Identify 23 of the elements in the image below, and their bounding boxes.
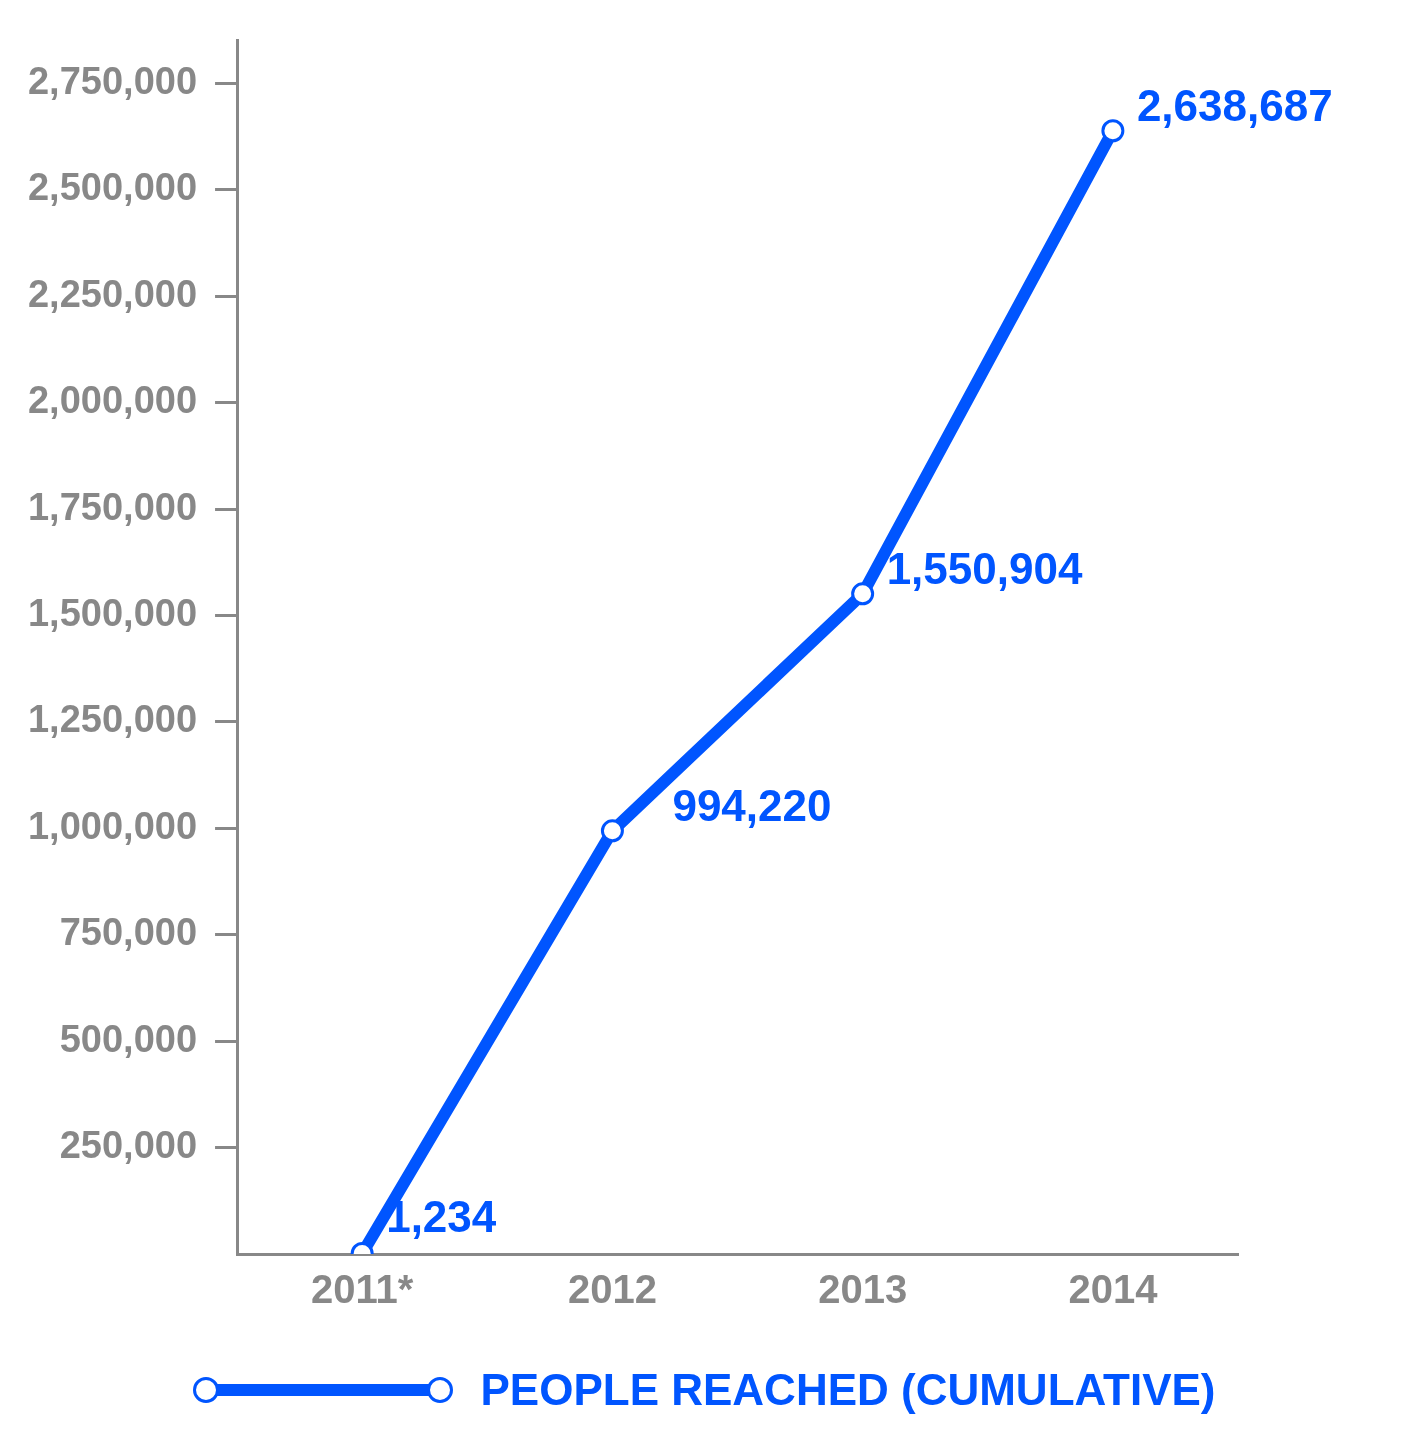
- data-label: 994,220: [672, 780, 832, 830]
- y-tick-label: 1,750,000: [27, 485, 198, 528]
- y-tick-label: 1,500,000: [27, 591, 198, 634]
- y-tick-label: 500,000: [59, 1017, 198, 1060]
- y-tick-label: 750,000: [59, 911, 198, 954]
- y-tick-label: 2,000,000: [27, 379, 198, 422]
- y-tick-label: 1,000,000: [27, 804, 198, 847]
- data-label: 2,638,687: [1136, 80, 1333, 130]
- y-tick-label: 250,000: [59, 1124, 198, 1167]
- x-tick-label: 2011*: [311, 1267, 414, 1312]
- point: [1101, 119, 1125, 143]
- x-tick-label: 2013: [818, 1267, 908, 1312]
- data-label: 1,234: [386, 1191, 497, 1241]
- y-tick-label: 1,250,000: [27, 698, 198, 741]
- y-tick-label: 2,750,000: [27, 59, 198, 102]
- data-label: 1,550,904: [886, 543, 1083, 593]
- x-tick-label: 2014: [1068, 1267, 1159, 1312]
- y-tick-label: 2,500,000: [27, 166, 198, 209]
- x-tick-label: 2012: [567, 1267, 657, 1312]
- y-tick-label: 2,250,000: [27, 272, 198, 315]
- point: [851, 582, 875, 606]
- point: [600, 819, 624, 843]
- legend-label: PEOPLE REACHED (CUMULATIVE): [480, 1365, 1216, 1415]
